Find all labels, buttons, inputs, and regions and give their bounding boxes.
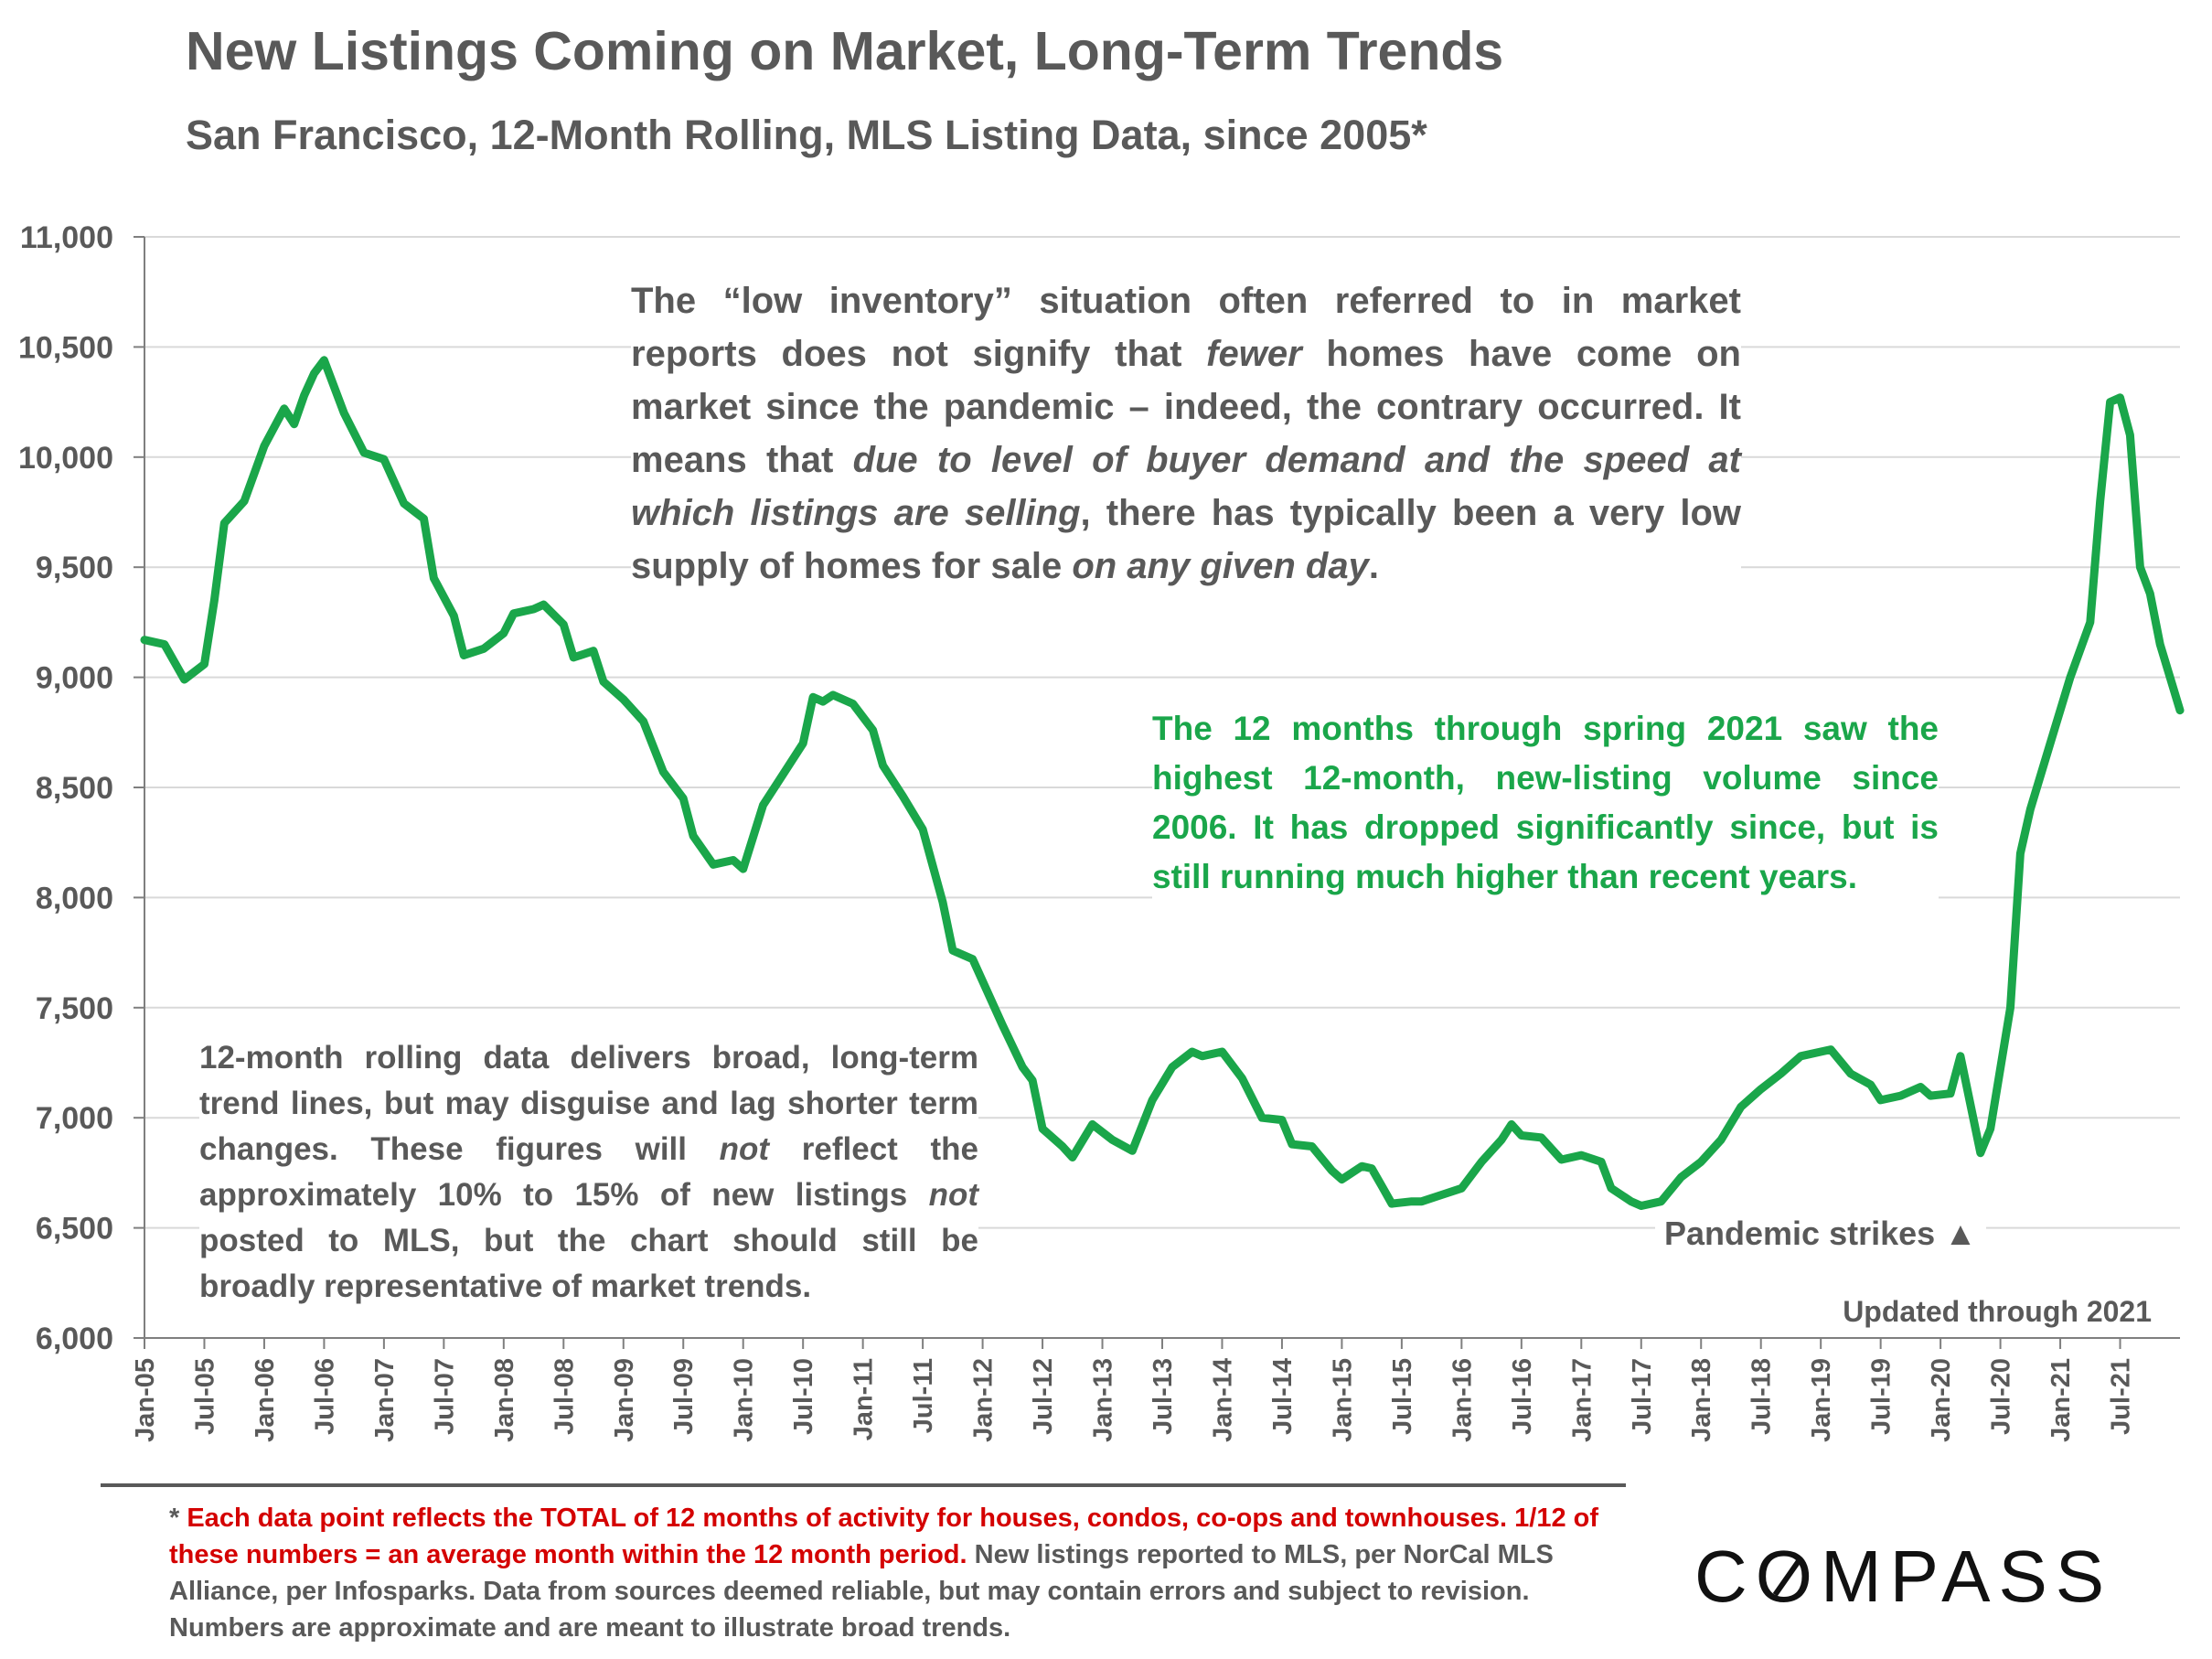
- x-tick-label: Jul-11: [909, 1358, 938, 1433]
- y-tick-labels: 6,000 6,500 7,000 7,500 8,000 8,500 9,000 9,500…: [18, 220, 113, 1356]
- x-tick-label: Jul-17: [1628, 1358, 1657, 1435]
- x-tick-label: Jul-19: [1867, 1358, 1897, 1435]
- x-tick-label: Jan-05: [131, 1358, 160, 1442]
- x-tick-label: Jul-14: [1268, 1358, 1298, 1435]
- y-tick-label: 8,500: [36, 771, 113, 806]
- footnote-divider: [101, 1483, 1626, 1487]
- y-tick-label: 10,000: [18, 441, 113, 476]
- x-tick-label: Jan-09: [610, 1358, 639, 1442]
- x-tick-label: Jul-18: [1747, 1358, 1777, 1435]
- logo-o-mark: O: [1756, 1535, 1821, 1619]
- annotation-pandemic: Pandemic strikes ▲: [1655, 1215, 1986, 1253]
- x-tick-label: Jul-16: [1508, 1358, 1537, 1435]
- x-tick-label: Jul-12: [1029, 1358, 1058, 1435]
- x-tick-label: Jan-07: [370, 1358, 400, 1442]
- y-tick-label: 11,000: [20, 220, 113, 255]
- y-tick-label: 6,000: [36, 1322, 113, 1356]
- y-tick-label: 8,000: [36, 881, 113, 915]
- annotation-rolling-data: 12-month rolling data delivers broad, lo…: [199, 1035, 978, 1310]
- x-tick-label: Jan-12: [969, 1358, 999, 1442]
- chart-title: New Listings Coming on Market, Long-Term…: [186, 21, 1504, 81]
- annotation-spring-2021: The 12 months through spring 2021 saw th…: [1152, 704, 1939, 902]
- x-tick-label: Jan-11: [850, 1358, 879, 1440]
- x-tick-label: Jul-07: [430, 1358, 459, 1435]
- x-tick-label: Jul-20: [1987, 1358, 2016, 1435]
- y-tick-label: 9,500: [36, 551, 113, 585]
- x-tick-label: Jul-06: [310, 1358, 339, 1435]
- x-tick-label: Jul-13: [1149, 1358, 1178, 1435]
- annotation-updated: Updated through 2021: [1843, 1295, 2152, 1328]
- axes: [134, 236, 2180, 1349]
- x-tick-label: Jan-16: [1448, 1358, 1477, 1442]
- x-tick-labels: Jan-05 Jul-05 Jan-06 Jul-06 Jan-07 Jul-07 Jan-…: [131, 1358, 2136, 1442]
- annotation-low-inventory: The “low inventory” situation often refe…: [631, 274, 1741, 593]
- x-tick-label: Jul-05: [190, 1358, 219, 1435]
- x-tick-label: Jan-15: [1328, 1358, 1357, 1442]
- x-tick-label: Jan-06: [251, 1358, 280, 1442]
- x-tick-label: Jul-21: [2107, 1358, 2136, 1435]
- y-tick-label: 10,500: [18, 330, 113, 365]
- x-tick-label: Jan-08: [490, 1358, 519, 1442]
- footnote: * Each data point reflects the TOTAL of …: [169, 1504, 1599, 1643]
- x-tick-label: Jul-10: [789, 1358, 818, 1435]
- x-tick-label: Jan-14: [1208, 1358, 1237, 1442]
- y-tick-label: 9,000: [36, 661, 113, 696]
- x-tick-label: Jan-18: [1687, 1358, 1716, 1442]
- x-tick-label: Jan-10: [730, 1358, 759, 1442]
- footnote-highlight: Each data point reflects the TOTAL of 12…: [169, 1504, 1599, 1569]
- y-tick-label: 6,500: [36, 1212, 113, 1247]
- chart-subtitle: San Francisco, 12-Month Rolling, MLS Lis…: [186, 112, 1427, 158]
- x-tick-label: Jan-20: [1927, 1358, 1956, 1442]
- x-tick-label: Jul-08: [550, 1358, 579, 1435]
- x-tick-label: Jul-09: [669, 1358, 699, 1435]
- x-tick-label: Jul-15: [1388, 1358, 1417, 1435]
- x-tick-label: Jan-13: [1089, 1358, 1118, 1442]
- compass-logo: COMPASS: [1694, 1535, 2113, 1619]
- x-tick-label: Jan-21: [2046, 1358, 2076, 1442]
- x-tick-label: Jan-19: [1807, 1358, 1836, 1442]
- y-tick-label: 7,500: [36, 991, 113, 1026]
- x-tick-label: Jan-17: [1567, 1358, 1597, 1442]
- y-tick-label: 7,000: [36, 1101, 113, 1136]
- series-line: [140, 356, 2185, 1210]
